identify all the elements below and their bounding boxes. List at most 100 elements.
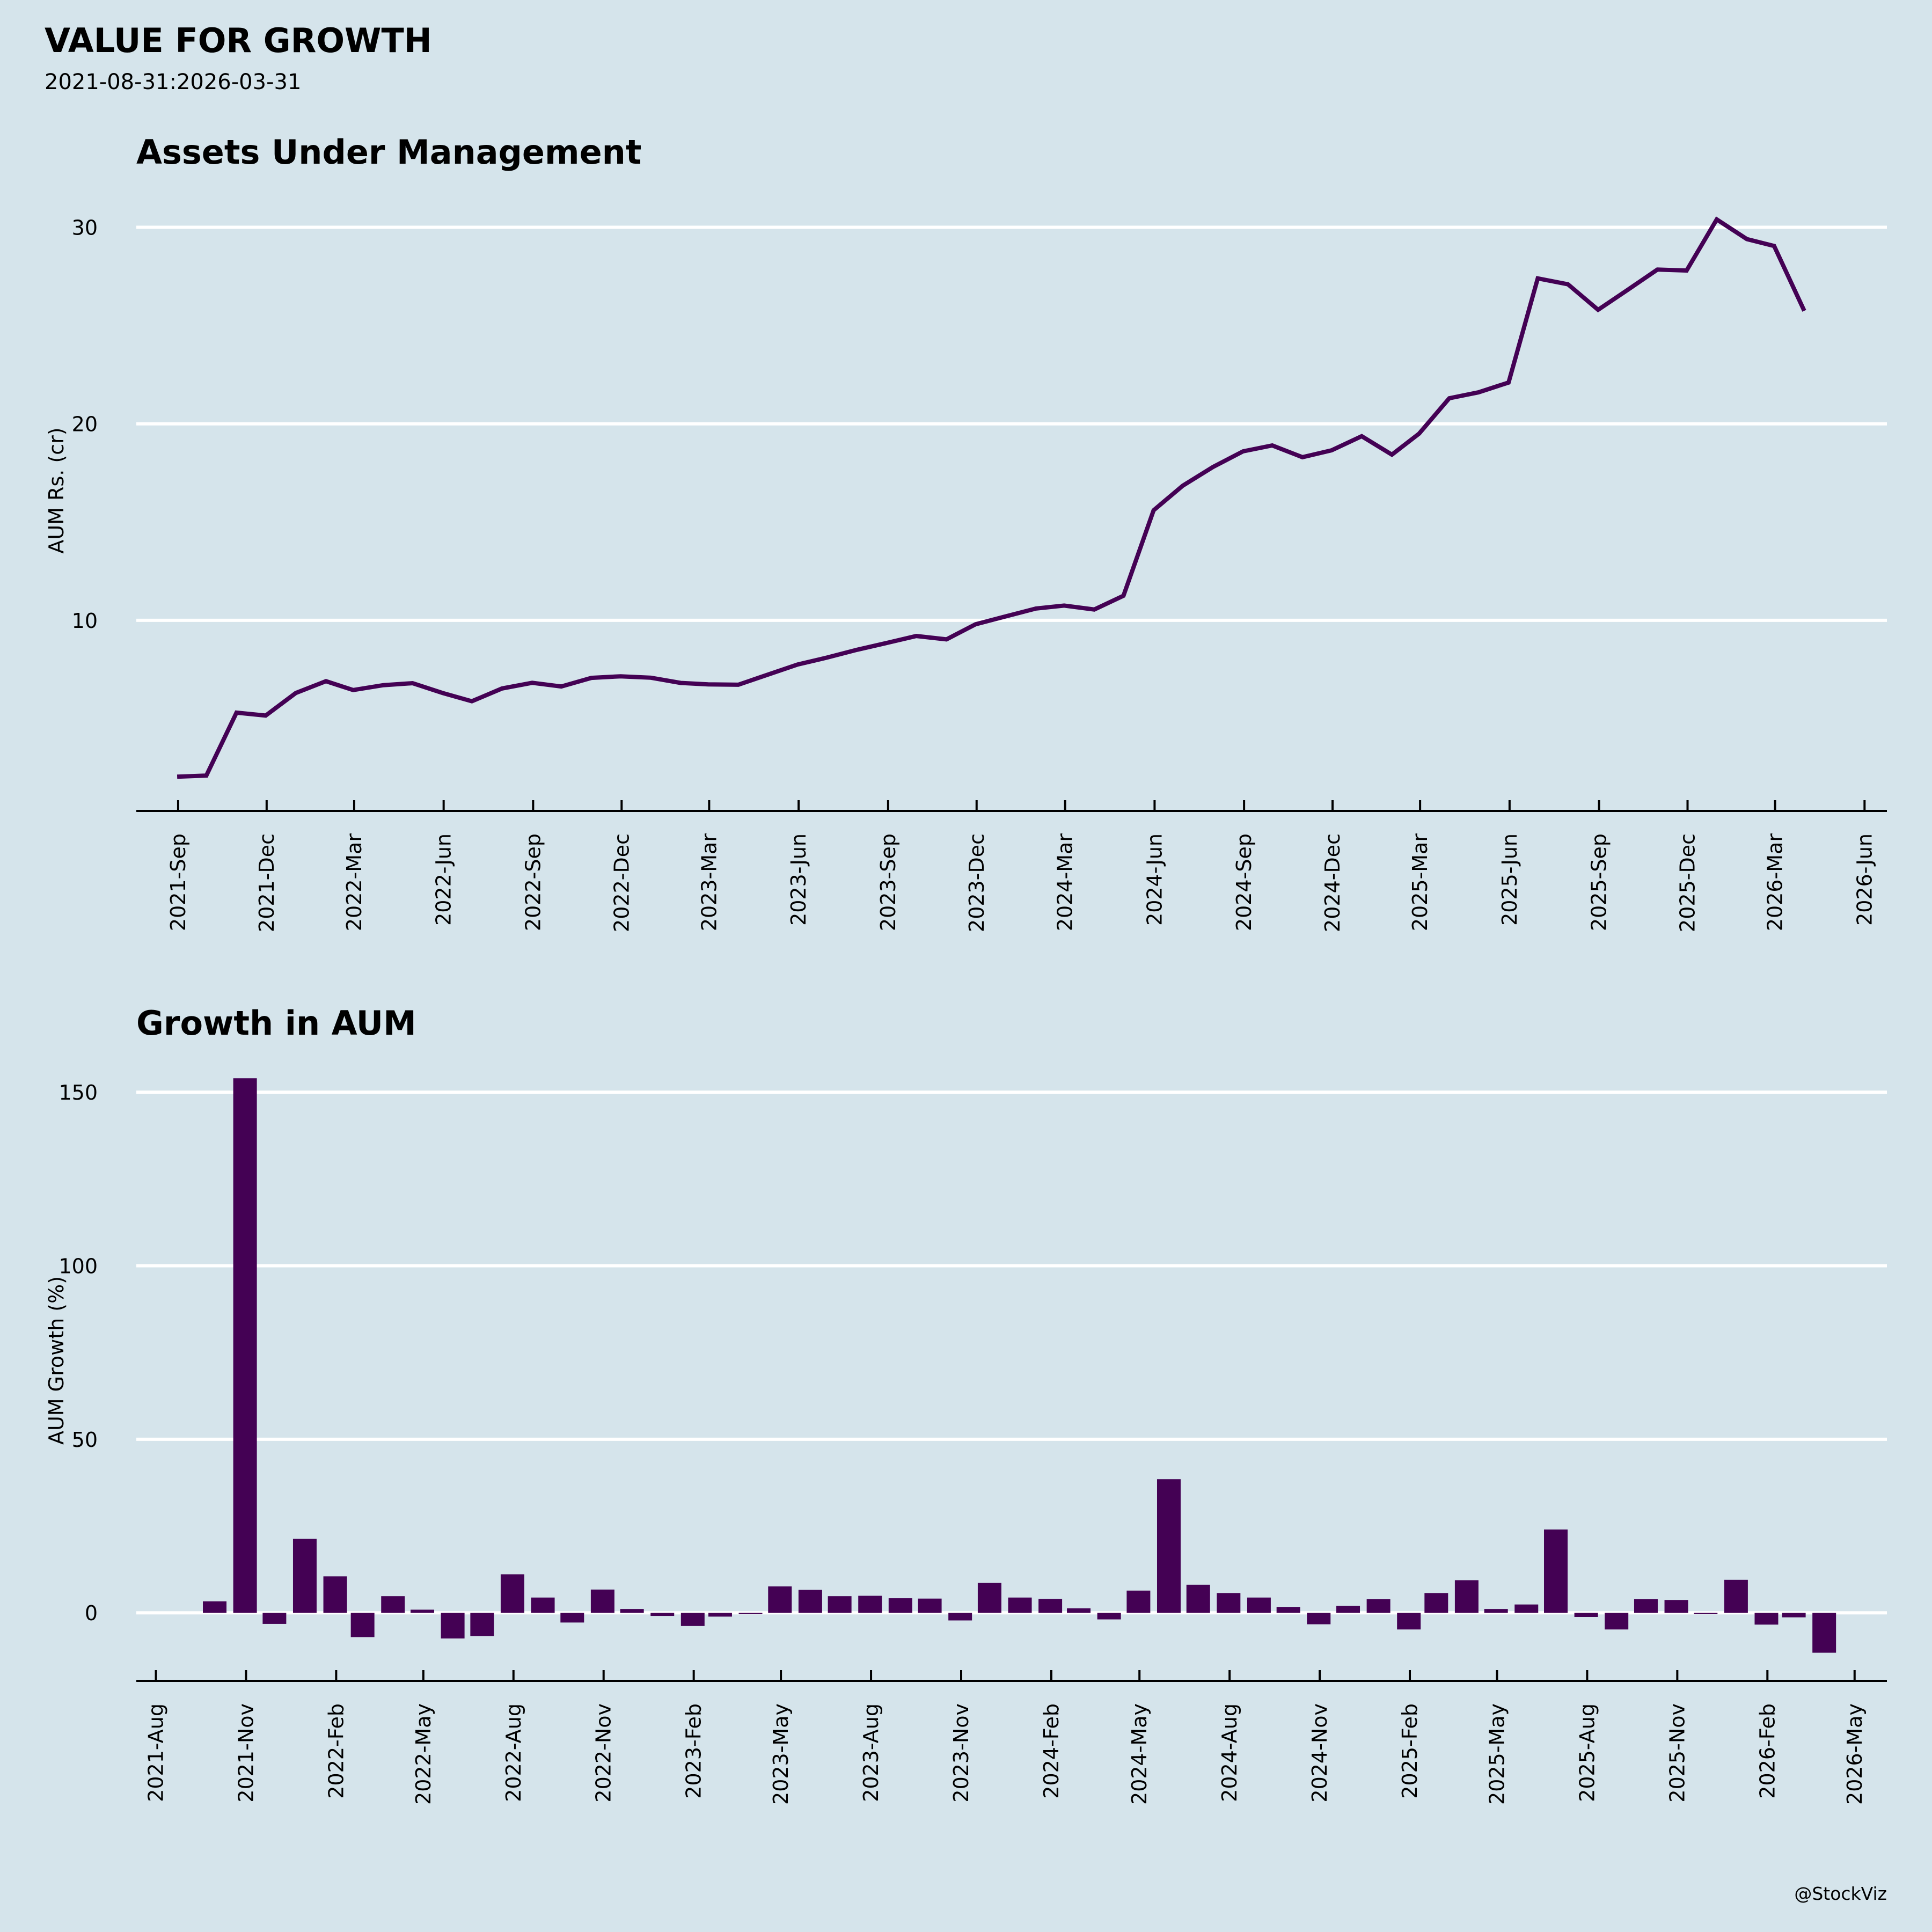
- growth-bar: [1544, 1529, 1568, 1613]
- growth-bar: [918, 1598, 942, 1613]
- growth-bar: [381, 1596, 405, 1613]
- y-tick-label: 10: [72, 609, 98, 633]
- x-tick-label: 2024-Mar: [1053, 833, 1077, 931]
- x-tick-label: 2022-May: [412, 1703, 435, 1805]
- y-tick-label: 0: [85, 1601, 98, 1625]
- x-tick-label: 2021-Dec: [255, 833, 279, 932]
- x-tick-label: 2022-Nov: [592, 1703, 616, 1803]
- growth-bar: [531, 1597, 555, 1613]
- x-tick-label: 2025-May: [1485, 1703, 1509, 1805]
- growth-bar: [1097, 1613, 1121, 1620]
- x-tick-label: 2023-Dec: [965, 833, 989, 932]
- aum-series: [177, 216, 1806, 779]
- growth-bar: [1067, 1608, 1091, 1613]
- aum-y-axis-label: AUM Rs. (cr): [45, 427, 68, 553]
- growth-bar: [1514, 1604, 1539, 1613]
- x-tick-label: 2023-Jun: [787, 833, 810, 926]
- growth-bar: [977, 1583, 1001, 1613]
- growth-bar: [1424, 1593, 1448, 1613]
- growth-bar: [203, 1601, 227, 1613]
- growth-bar: [738, 1613, 763, 1614]
- growth-bar: [560, 1613, 584, 1623]
- x-tick-label: 2024-Dec: [1321, 833, 1344, 932]
- growth-bar: [441, 1613, 465, 1639]
- x-tick-label: 2025-Dec: [1675, 833, 1699, 932]
- growth-gridlines: [136, 1091, 1887, 1615]
- growth-bar: [1397, 1613, 1421, 1630]
- growth-bar: [233, 1078, 257, 1613]
- x-tick-label: 2023-Sep: [876, 833, 900, 931]
- growth-bar: [590, 1589, 614, 1613]
- growth-y-ticks: 0 50 100 150: [58, 1081, 98, 1625]
- growth-bar: [470, 1613, 494, 1636]
- growth-bar: [1724, 1579, 1748, 1613]
- growth-bar: [1307, 1613, 1331, 1624]
- growth-x-axis: 2021-Aug 2021-Nov 2022-Feb 2022-May 2022-Aug…: [136, 1670, 1887, 1805]
- x-tick-label: 2024-Nov: [1308, 1703, 1331, 1803]
- x-tick-label: 2024-Feb: [1040, 1703, 1063, 1799]
- growth-bar: [858, 1596, 882, 1613]
- growth-bar: [350, 1613, 375, 1637]
- aum-y-ticks: 10 20 30: [72, 216, 98, 633]
- growth-bar: [500, 1574, 524, 1613]
- growth-bar: [1008, 1597, 1032, 1613]
- x-tick-label: 2023-Nov: [949, 1703, 973, 1803]
- x-tick-label: 2022-Aug: [502, 1703, 525, 1802]
- growth-bar: [708, 1613, 732, 1617]
- growth-bar: [888, 1598, 912, 1613]
- y-tick-label: 20: [72, 413, 98, 436]
- growth-bar: [262, 1613, 287, 1624]
- growth-bar: [828, 1596, 852, 1613]
- growth-bar: [1186, 1584, 1210, 1613]
- growth-bar: [1605, 1613, 1629, 1630]
- x-tick-label: 2022-Mar: [342, 833, 366, 931]
- y-tick-label: 100: [58, 1254, 98, 1278]
- x-tick-label: 2026-Feb: [1755, 1703, 1779, 1799]
- y-tick-label: 50: [72, 1428, 98, 1452]
- aum-line-chart: Assets Under Management AUM Rs. (cr) 10 2…: [45, 133, 1887, 932]
- growth-bar: [292, 1539, 317, 1613]
- growth-bar: [680, 1613, 705, 1626]
- x-tick-label: 2024-May: [1128, 1703, 1151, 1805]
- growth-bar: [1574, 1613, 1598, 1617]
- aum-x-axis: 2021-Sep 2021-Dec 2022-Mar 2022-Jun 2022-Sep…: [136, 800, 1887, 932]
- x-tick-label: 2025-Mar: [1408, 833, 1432, 931]
- growth-bar: [1276, 1607, 1300, 1613]
- growth-bar: [1694, 1613, 1718, 1614]
- x-tick-label: 2021-Aug: [144, 1703, 168, 1802]
- x-tick-label: 2026-Mar: [1763, 833, 1787, 931]
- x-tick-label: 2024-Aug: [1218, 1703, 1241, 1802]
- x-tick-label: 2026-Jun: [1853, 833, 1876, 926]
- growth-bar: [1247, 1597, 1271, 1613]
- y-tick-label: 150: [58, 1081, 98, 1104]
- growth-bar: [323, 1576, 347, 1613]
- page-title: VALUE FOR GROWTH: [45, 21, 432, 60]
- growth-bar: [1217, 1593, 1241, 1613]
- x-tick-label: 2023-Mar: [697, 833, 721, 931]
- x-tick-label: 2024-Sep: [1232, 833, 1256, 931]
- growth-bar-chart: Growth in AUM AUM Growth (%) 0 50 100 150 2…: [45, 1004, 1887, 1805]
- x-tick-label: 2021-Sep: [166, 833, 190, 931]
- credit-footer: @StockViz: [1794, 1883, 1887, 1904]
- growth-bar: [1754, 1613, 1779, 1625]
- x-tick-label: 2022-Sep: [521, 833, 545, 931]
- x-tick-label: 2025-Aug: [1575, 1703, 1599, 1802]
- growth-bar: [1664, 1600, 1688, 1613]
- aum-chart-title: Assets Under Management: [136, 133, 641, 172]
- x-tick-label: 2024-Jun: [1143, 833, 1166, 926]
- y-tick-label: 30: [72, 216, 98, 240]
- growth-bar: [411, 1609, 435, 1613]
- growth-y-axis-label: AUM Growth (%): [45, 1276, 68, 1445]
- page-subtitle: 2021-08-31:2026-03-31: [45, 70, 301, 94]
- x-tick-label: 2025-Jun: [1498, 833, 1521, 926]
- x-tick-label: 2022-Feb: [324, 1703, 348, 1799]
- growth-bar: [1336, 1606, 1360, 1613]
- growth-bar: [1126, 1590, 1151, 1613]
- growth-bar: [1157, 1479, 1181, 1613]
- aum-gridlines: [136, 225, 1887, 622]
- x-tick-label: 2023-May: [769, 1703, 793, 1805]
- x-tick-label: 2025-Nov: [1665, 1703, 1689, 1803]
- x-tick-label: 2025-Sep: [1587, 833, 1611, 931]
